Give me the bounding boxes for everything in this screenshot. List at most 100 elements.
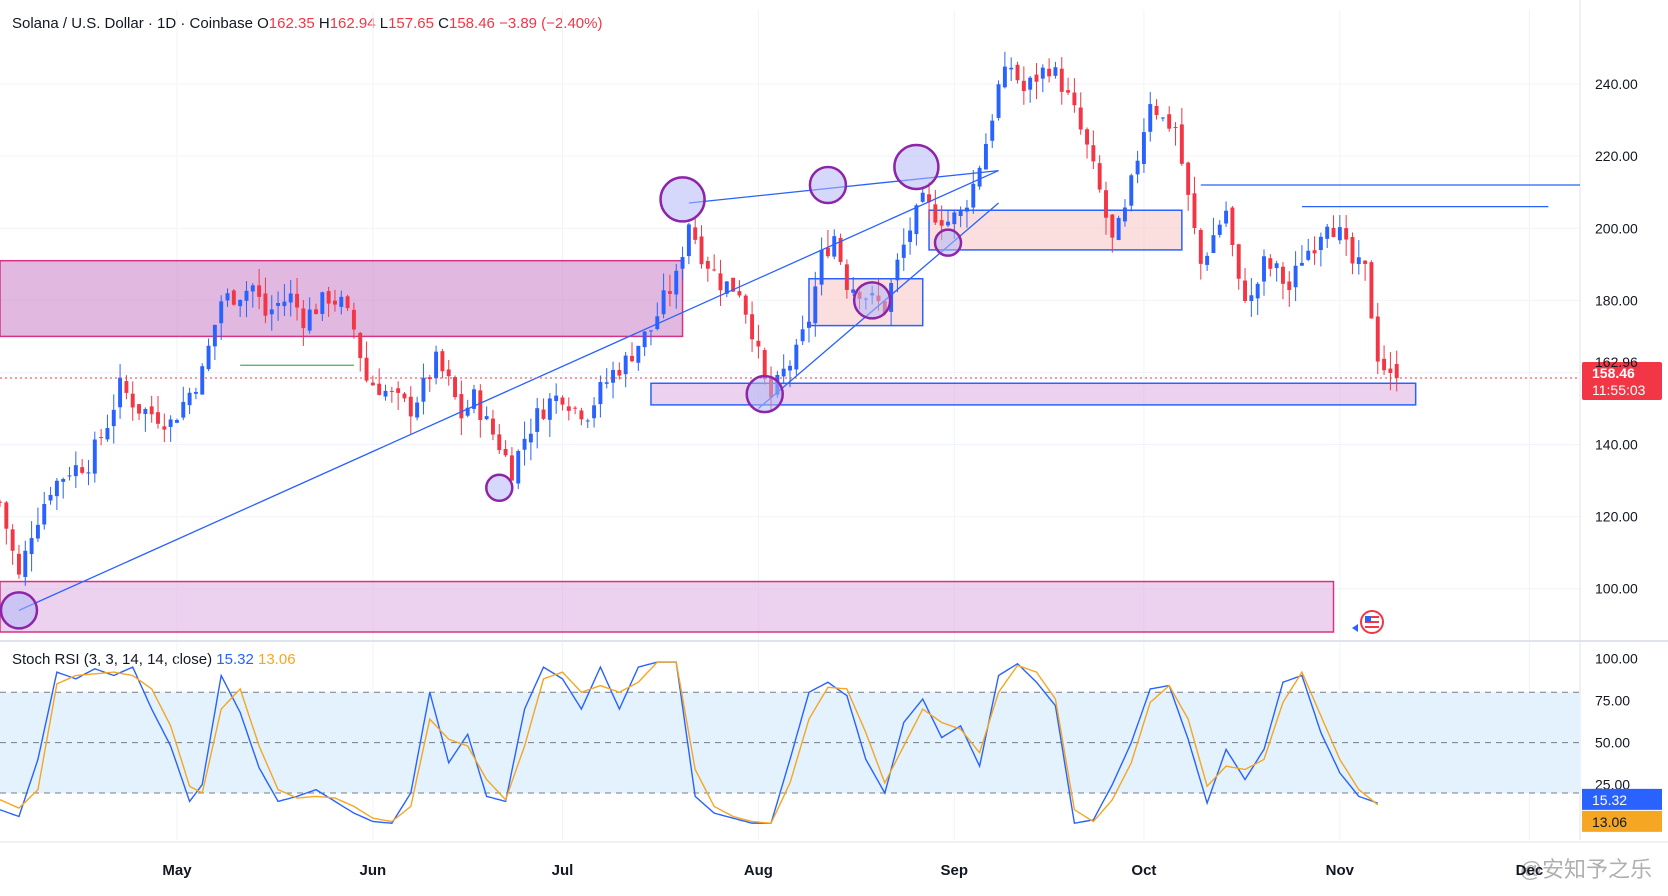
candle-body [1179,124,1184,164]
candle-body [630,355,634,362]
candle [1059,57,1064,105]
time-tick-label: Jul [552,862,574,879]
candle [528,418,533,461]
candle-body [1344,228,1349,240]
candle [427,374,432,392]
candle-body [231,290,236,305]
high-value: 162.94 [329,15,376,32]
candle-body [92,439,97,474]
watermark: @安知予之乐 [1519,857,1652,882]
candle [238,299,243,317]
candle-body [263,293,268,316]
candle-body [1211,235,1216,253]
candle [67,466,72,481]
candle-body [1015,64,1020,81]
zone-rect [0,580,1335,633]
candle-body [427,377,432,380]
candle [579,407,584,426]
candle-body [269,309,274,315]
stoch-tick-label: 50.00 [1595,735,1630,751]
candle-body [29,538,34,555]
candle-body [1382,358,1387,371]
candle-body [649,330,653,332]
last-price-badge [1582,362,1662,401]
stoch-rsi-d-value: 13.06 [258,651,296,668]
candle-body [1369,262,1374,319]
candle-body [206,345,211,370]
candle-body [17,553,21,575]
candle-body [124,381,129,393]
candle-body [48,494,53,501]
us-flag-icon[interactable] [1360,610,1384,634]
candle-body [724,281,729,294]
candle [1135,150,1140,184]
candle-body [573,407,578,409]
candle-body [598,382,603,405]
candle [250,283,255,308]
candle [111,394,116,444]
candle-body [705,260,710,269]
candle-body [1160,117,1165,119]
candle-body [156,412,160,424]
candle [244,281,249,318]
chart-header: Solana / U.S. Dollar · 1D · Coinbase O16… [12,15,602,32]
stoch-k-badge [1582,788,1662,810]
candle [491,409,495,441]
stoch-k-label: 15.32 [1592,792,1627,808]
candle [193,387,198,400]
candle [1009,57,1014,81]
candle-body [1059,68,1064,92]
price-tick-label: 100.00 [1595,581,1638,597]
highlight-circle [933,228,963,257]
candle-body [111,409,116,427]
candle-body [819,249,824,285]
candle [288,279,293,317]
candle [630,342,634,363]
candle-body [345,296,350,309]
last-price-label: 158.46 [1592,365,1635,381]
candle-body [977,167,982,187]
candle-body [491,418,495,435]
candle-body [623,355,628,375]
time-tick-label: Dec [1516,862,1544,879]
candle-body [674,270,679,295]
candle [219,295,224,340]
time-tick-label: May [162,862,192,879]
candle-body [686,224,691,257]
candle-body [996,84,1001,118]
candle [800,315,805,345]
candle-body [528,433,533,443]
candle [1205,252,1210,271]
candle [1040,64,1045,93]
candle [1078,92,1083,135]
candle [851,277,856,296]
candle [4,500,9,545]
candle [598,375,603,418]
stoch-rsi-params: (3, 3, 14, 14, close) [83,651,213,668]
candle-body [914,205,919,235]
candle-body [1053,67,1058,76]
candle [1192,176,1197,235]
stoch-rsi-header: Stoch RSI (3, 3, 14, 14, close) 15.32 13… [12,651,296,668]
candle [1268,254,1273,277]
candle-body [137,404,141,414]
candle [73,451,78,488]
candle-body [377,383,382,395]
stoch-tick-label: 100.00 [1595,651,1638,667]
candle-body [1224,210,1229,224]
candle-body [813,286,818,324]
candle [168,415,173,442]
candle [320,291,325,321]
candle [1097,155,1102,193]
zone-rect [650,382,1417,406]
candle-body [1173,127,1178,129]
candle [1299,245,1304,266]
candle [187,387,192,414]
candle-body [1236,244,1241,279]
candle [933,189,938,225]
candle [914,203,919,246]
candle-body [1028,77,1033,90]
candle-body [655,316,660,329]
candle-body [295,293,299,308]
